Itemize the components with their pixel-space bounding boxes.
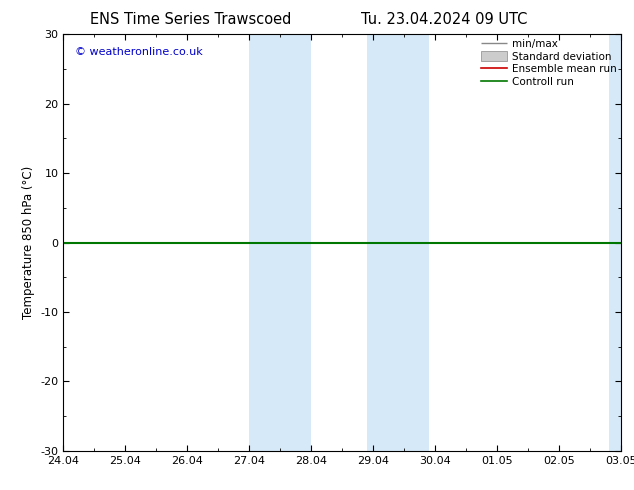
Legend: min/max, Standard deviation, Ensemble mean run, Controll run: min/max, Standard deviation, Ensemble me… <box>479 36 619 89</box>
Text: ENS Time Series Trawscoed: ENS Time Series Trawscoed <box>89 12 291 27</box>
Bar <box>249 34 311 451</box>
Text: Tu. 23.04.2024 09 UTC: Tu. 23.04.2024 09 UTC <box>361 12 527 27</box>
Text: © weatheronline.co.uk: © weatheronline.co.uk <box>75 47 202 57</box>
Y-axis label: Temperature 850 hPa (°C): Temperature 850 hPa (°C) <box>22 166 35 319</box>
Bar <box>367 34 429 451</box>
Bar <box>609 34 621 451</box>
